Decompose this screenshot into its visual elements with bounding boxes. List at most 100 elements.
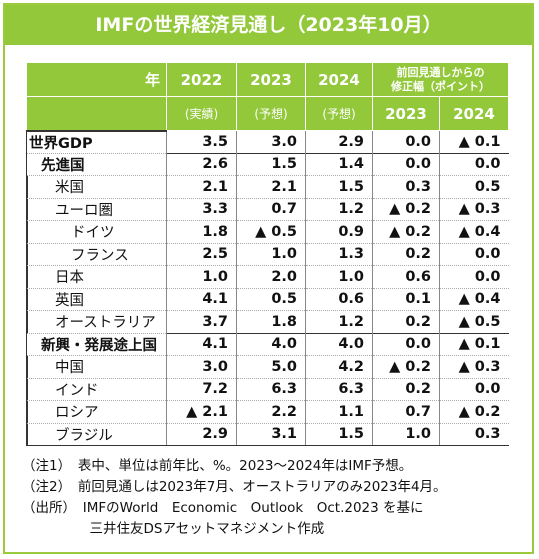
cell-r2023: 0.6 — [372, 265, 440, 289]
cell-v2023: 1.5 — [236, 152, 306, 176]
table-row: ユーロ圏 3.3 0.7 1.2 ▲ 0.2 ▲ 0.3 — [26, 198, 509, 221]
cell-r2024: 0.0 — [439, 243, 509, 266]
cell-r2024: 0.0 — [439, 152, 509, 176]
col-2022-header: 2022 — [166, 62, 237, 97]
revision-header: 前回見通しからの 修正幅（ポイント） — [372, 62, 509, 97]
cell-r2023: 0.7 — [372, 400, 440, 424]
cell-r2023: 1.0 — [372, 423, 440, 446]
cell-v2022: 3.0 — [166, 355, 237, 379]
table-row: オーストラリア 3.7 1.8 1.2 0.2 ▲ 0.5 — [26, 310, 509, 334]
table-row: 日本 1.0 2.0 1.0 0.6 0.0 — [26, 265, 509, 289]
cell-r2024: ▲ 0.1 — [439, 332, 509, 356]
cell-v2022: 2.6 — [166, 152, 237, 176]
cell-v2024: 4.0 — [305, 332, 373, 356]
cell-v2024: 1.5 — [305, 175, 373, 199]
cell-r2023: 0.0 — [372, 130, 440, 154]
cell-r2024: 0.3 — [439, 423, 509, 446]
row-label: 新興・発展途上国 — [26, 333, 167, 356]
row-label: ドイツ — [26, 220, 167, 244]
cell-v2022: 2.5 — [166, 243, 237, 266]
cell-v2023: 0.5 — [236, 288, 306, 311]
notes: （注1） 表中、単位は前年比、%。2023～2024年はIMF予想。 （注2） … — [22, 456, 447, 540]
cell-v2022: 1.0 — [166, 265, 237, 289]
cell-v2024: 1.0 — [305, 265, 373, 289]
cell-v2023: 0.7 — [236, 198, 306, 221]
cell-v2022: 2.9 — [166, 423, 237, 446]
cell-v2022: 3.3 — [166, 198, 237, 221]
sub-2022-header: (実績) — [166, 96, 237, 131]
rev-2023-header: 2023 — [372, 96, 440, 131]
cell-v2023: 2.2 — [236, 400, 306, 424]
cell-v2024: 2.9 — [305, 130, 373, 154]
header-blank — [26, 96, 167, 131]
cell-v2022: 2.1 — [166, 175, 237, 199]
cell-r2024: ▲ 0.4 — [439, 288, 509, 311]
rev-2024-header: 2024 — [439, 96, 509, 131]
cell-v2022: 7.2 — [166, 378, 237, 401]
year-header: 年 — [26, 62, 167, 97]
cell-v2023: 5.0 — [236, 355, 306, 379]
cell-v2024: 1.2 — [305, 198, 373, 221]
table-row: 米国 2.1 2.1 1.5 0.3 0.5 — [26, 175, 509, 199]
col-2023-header: 2023 — [236, 62, 306, 97]
table-row: 先進国 2.6 1.5 1.4 0.0 0.0 — [26, 152, 509, 176]
row-label: ロシア — [26, 400, 167, 424]
cell-v2024: 4.2 — [305, 355, 373, 379]
table-row: 世界GDP 3.5 3.0 2.9 0.0 ▲ 0.1 — [26, 129, 509, 154]
cell-r2024: 0.0 — [439, 265, 509, 289]
row-label: 世界GDP — [26, 129, 167, 154]
cell-v2023: 1.0 — [236, 243, 306, 266]
cell-r2023: 0.2 — [372, 310, 440, 334]
cell-v2022: 1.8 — [166, 220, 237, 244]
row-label: フランス — [26, 243, 167, 266]
row-label: オーストラリア — [26, 310, 167, 334]
cell-r2023: ▲ 0.2 — [372, 355, 440, 379]
cell-r2023: ▲ 0.2 — [372, 198, 440, 221]
cell-r2023: 0.0 — [372, 152, 440, 176]
cell-r2023: 0.0 — [372, 332, 440, 356]
cell-v2023: 3.0 — [236, 130, 306, 154]
table-frame: IMFの世界経済見通し（2023年10月） — [3, 3, 534, 554]
row-label: 英国 — [26, 288, 167, 311]
cell-r2024: ▲ 0.4 — [439, 220, 509, 244]
revision-header-line1: 前回見通しからの — [396, 65, 485, 79]
revision-header-line2: 修正幅（ポイント） — [391, 79, 490, 93]
row-label: ユーロ圏 — [26, 198, 167, 221]
cell-r2024: ▲ 0.1 — [439, 130, 509, 154]
sub-2024-header: (予想) — [305, 96, 373, 131]
row-label: 米国 — [26, 175, 167, 199]
table-row: フランス 2.5 1.0 1.3 0.2 0.0 — [26, 243, 509, 266]
cell-v2024: 0.9 — [305, 220, 373, 244]
cell-r2023: 0.2 — [372, 378, 440, 401]
table-row: 英国 4.1 0.5 0.6 0.1 ▲ 0.4 — [26, 288, 509, 311]
cell-v2023: 6.3 — [236, 378, 306, 401]
cell-r2024: 0.5 — [439, 175, 509, 199]
cell-r2024: 0.0 — [439, 378, 509, 401]
note-source: （出所） IMFのWorld Economic Outlook Oct.2023… — [22, 500, 424, 516]
table-row: ロシア ▲ 2.1 2.2 1.1 0.7 ▲ 0.2 — [26, 400, 509, 424]
cell-r2023: 0.1 — [372, 288, 440, 311]
forecast-table: 年 2022 2023 2024 前回見通しからの 修正幅（ポイント） (実績)… — [26, 62, 509, 446]
note-1: （注1） 表中、単位は前年比、%。2023～2024年はIMF予想。 — [22, 458, 413, 474]
note-2: （注2） 前回見通しは2023年7月、オーストラリアのみ2023年4月。 — [22, 479, 447, 495]
cell-v2022: ▲ 2.1 — [166, 400, 237, 424]
cell-v2022: 3.5 — [166, 130, 237, 154]
cell-v2023: 3.1 — [236, 423, 306, 446]
cell-v2024: 1.4 — [305, 152, 373, 176]
cell-v2022: 3.7 — [166, 310, 237, 334]
sub-2023-header: (予想) — [236, 96, 306, 131]
cell-v2024: 6.3 — [305, 378, 373, 401]
cell-v2023: 1.8 — [236, 310, 306, 334]
cell-r2024: ▲ 0.3 — [439, 198, 509, 221]
note-source-cont: 三井住友DSアセットマネジメント作成 — [22, 521, 325, 537]
cell-v2024: 1.5 — [305, 423, 373, 446]
table-row: ブラジル 2.9 3.1 1.5 1.0 0.3 — [26, 423, 509, 446]
row-label: 中国 — [26, 355, 167, 379]
row-label: ブラジル — [26, 423, 167, 446]
cell-r2023: 0.2 — [372, 243, 440, 266]
table-row: インド 7.2 6.3 6.3 0.2 0.0 — [26, 378, 509, 401]
cell-v2022: 4.1 — [166, 288, 237, 311]
row-label: 日本 — [26, 265, 167, 289]
cell-v2024: 1.1 — [305, 400, 373, 424]
cell-r2024: ▲ 0.2 — [439, 400, 509, 424]
